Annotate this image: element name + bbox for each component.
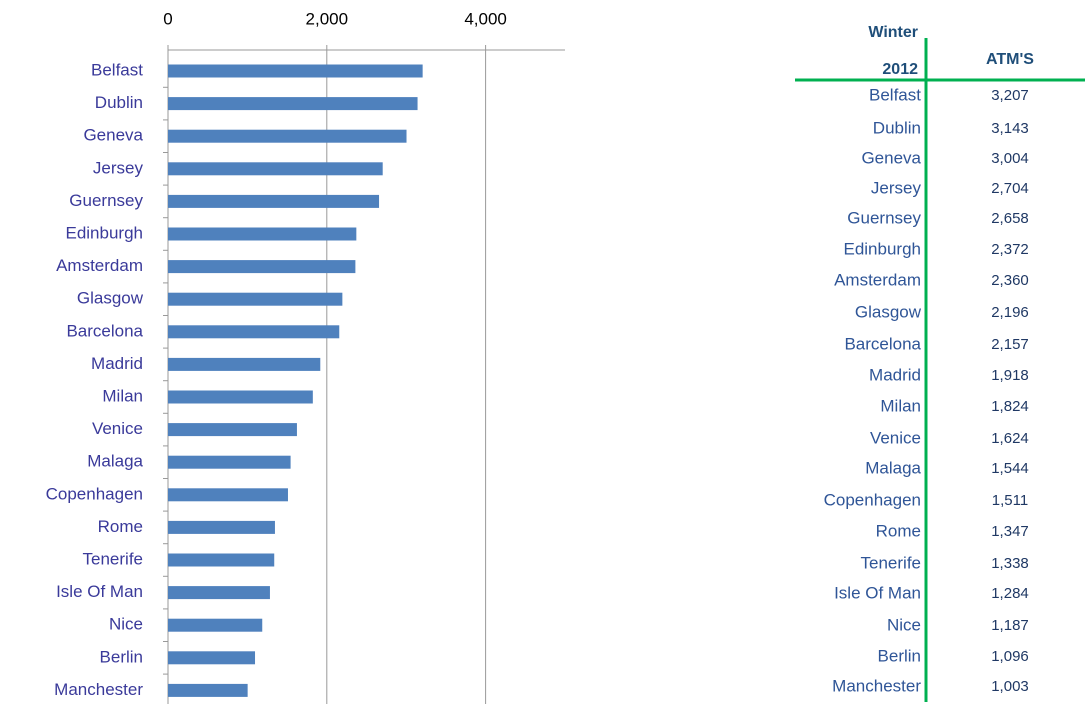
y-tick-label: Malaga (87, 452, 143, 471)
y-tick-label: Guernsey (69, 191, 143, 210)
table-value: 2,372 (991, 241, 1029, 258)
table-value: 1,187 (991, 617, 1029, 634)
table-city: Jersey (871, 178, 922, 197)
y-tick-label: Nice (109, 615, 143, 634)
bar (168, 520, 275, 534)
bar (168, 97, 418, 111)
table-header: ATM'S (986, 51, 1034, 68)
bar (168, 423, 297, 437)
table-value: 1,096 (991, 648, 1029, 665)
table-city: Berlin (878, 646, 921, 665)
bar (168, 455, 291, 469)
table-header: Winter (868, 24, 918, 41)
table-city: Edinburgh (843, 239, 921, 258)
table-city: Dublin (873, 118, 921, 137)
table-value: 2,360 (991, 272, 1029, 289)
y-tick-label: Madrid (91, 354, 143, 373)
table-city: Malaga (865, 458, 921, 477)
y-tick-label: Venice (92, 419, 143, 438)
table-value: 1,544 (991, 460, 1029, 477)
bar (168, 260, 356, 274)
table-city: Tenerife (861, 553, 921, 572)
y-tick-label: Berlin (100, 647, 143, 666)
y-tick-label: Milan (102, 386, 143, 405)
table-value: 3,004 (991, 150, 1029, 167)
y-tick-label: Dublin (95, 93, 143, 112)
bar (168, 292, 343, 306)
table-value: 2,157 (991, 336, 1029, 353)
table-header: 2012 (882, 61, 918, 78)
table-value: 1,284 (991, 585, 1029, 602)
table-city: Guernsey (847, 208, 921, 227)
table-city: Rome (876, 521, 921, 540)
table-value: 1,624 (991, 430, 1029, 447)
y-tick-label: Tenerife (83, 549, 143, 568)
y-tick-label: Barcelona (66, 321, 143, 340)
table-value: 3,207 (991, 87, 1029, 104)
table-city: Belfast (869, 85, 921, 104)
table-value: 1,918 (991, 367, 1029, 384)
y-tick-label: Amsterdam (56, 256, 143, 275)
table-city: Manchester (832, 676, 921, 695)
table-value: 2,196 (991, 304, 1029, 321)
bar (168, 651, 256, 665)
table-value: 2,704 (991, 180, 1029, 197)
y-tick-label: Manchester (54, 680, 143, 699)
table-value: 1,003 (991, 678, 1029, 695)
table-value: 1,511 (992, 492, 1028, 509)
bar (168, 683, 248, 697)
y-tick-label: Geneva (83, 126, 143, 145)
y-tick-label: Jersey (93, 158, 144, 177)
y-tick-label: Copenhagen (46, 484, 143, 503)
table-city: Barcelona (844, 334, 921, 353)
table-city: Venice (870, 428, 921, 447)
table-city: Nice (887, 615, 921, 634)
table-city: Copenhagen (824, 490, 921, 509)
table-value: 3,143 (991, 120, 1029, 137)
x-tick-label: 2,000 (306, 9, 349, 28)
bar (168, 162, 383, 176)
bar (168, 488, 288, 502)
y-tick-label: Edinburgh (65, 223, 143, 242)
table-value: 2,658 (991, 210, 1029, 227)
table-city: Milan (880, 396, 921, 415)
table-city: Madrid (869, 365, 921, 384)
x-tick-label: 4,000 (464, 9, 507, 28)
table-city: Amsterdam (834, 270, 921, 289)
table-city: Isle Of Man (834, 583, 921, 602)
bar (168, 618, 263, 632)
x-tick-label: 0 (163, 9, 172, 28)
table-value: 1,338 (991, 555, 1029, 572)
bar (168, 64, 423, 78)
bar (168, 357, 321, 371)
bar (168, 390, 313, 404)
y-tick-label: Rome (98, 517, 143, 536)
bar (168, 553, 275, 567)
bar (168, 325, 340, 339)
y-tick-label: Glasgow (77, 289, 144, 308)
table-value: 1,347 (991, 523, 1029, 540)
y-tick-label: Isle Of Man (56, 582, 143, 601)
table-city: Glasgow (855, 302, 922, 321)
bar (168, 194, 380, 208)
bar (168, 586, 270, 600)
y-tick-label: Belfast (91, 60, 143, 79)
bar (168, 129, 407, 143)
table-city: Geneva (861, 148, 921, 167)
table-value: 1,824 (991, 398, 1029, 415)
bar (168, 227, 357, 241)
